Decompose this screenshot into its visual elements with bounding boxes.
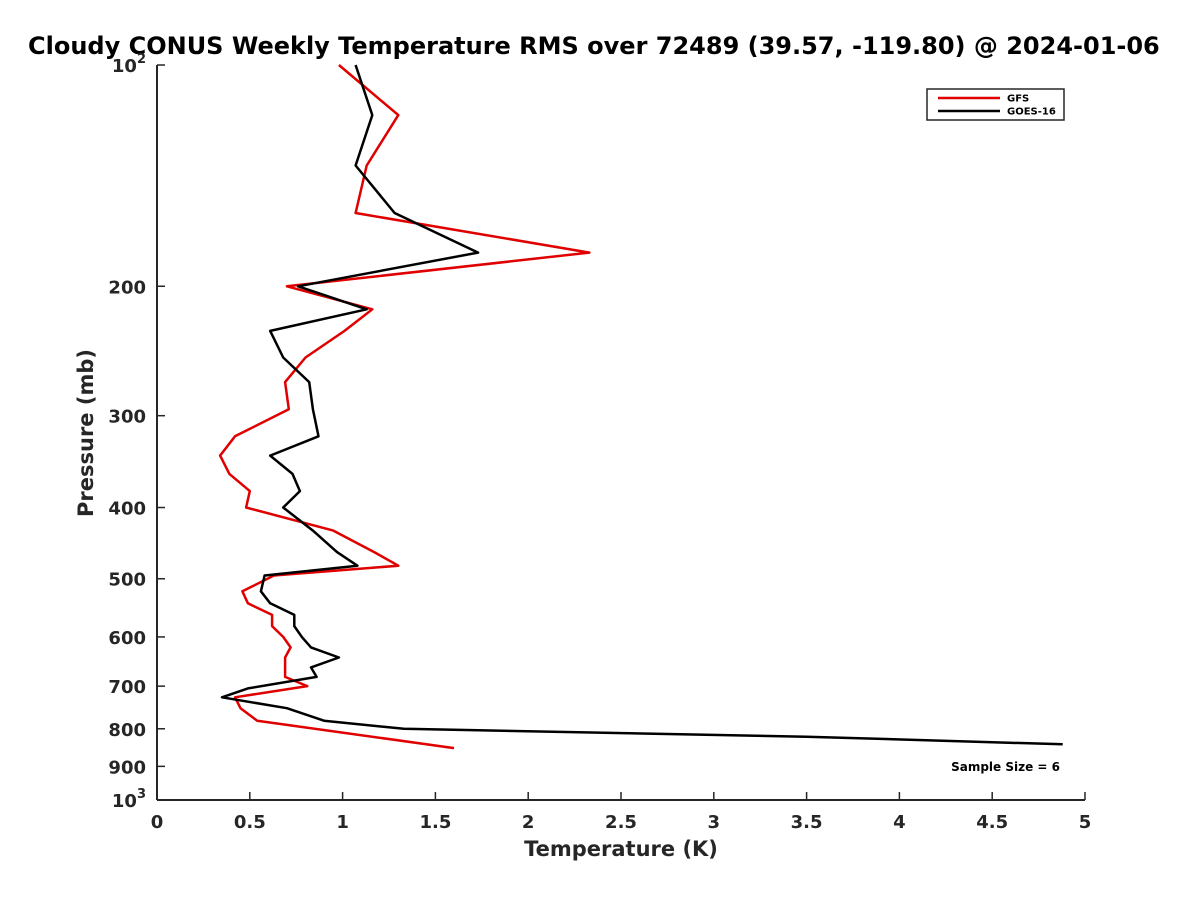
y-tick-label: 200 <box>108 277 146 298</box>
x-tick-label: 3 <box>708 812 721 833</box>
series-layer <box>218 64 1063 750</box>
legend-box <box>926 88 1065 121</box>
y-axis-label: Pressure (mb) <box>74 349 98 517</box>
x-tick-label: 2.5 <box>605 812 637 833</box>
x-tick-label: 5 <box>1079 812 1092 833</box>
y-tick-label: 600 <box>108 628 146 649</box>
legend-label-goes16: GOES-16 <box>1007 107 1056 118</box>
y-tick-label: 103 <box>112 787 146 812</box>
legend-label-gfs: GFS <box>1007 94 1029 105</box>
x-tick-label: 2 <box>522 812 535 833</box>
series-line-goes16 <box>220 64 1063 746</box>
x-tick-label: 4.5 <box>976 812 1008 833</box>
y-tick-label: 500 <box>108 570 146 591</box>
sample-size-annotation: Sample Size = 6 <box>951 760 1060 774</box>
y-tick-label: 400 <box>108 499 146 520</box>
x-tick-label: 3.5 <box>791 812 823 833</box>
x-axis-ticks: 0 0.5 1 1.5 2 2.5 3 3.5 4 4.5 5 <box>151 792 1092 833</box>
y-tick-label: 900 <box>108 757 146 778</box>
y-tick-label: 800 <box>108 720 146 741</box>
x-tick-label: 1.5 <box>419 812 451 833</box>
x-axis-label: Temperature (K) <box>524 837 718 861</box>
y-tick-label: 700 <box>108 677 146 698</box>
legend: GFS GOES-16 <box>926 88 1065 121</box>
chart-title: Cloudy CONUS Weekly Temperature RMS over… <box>28 32 1160 60</box>
x-tick-label: 4 <box>893 812 906 833</box>
x-tick-label: 0.5 <box>234 812 266 833</box>
x-tick-label: 1 <box>336 812 349 833</box>
x-tick-label: 0 <box>151 812 164 833</box>
y-tick-label: 300 <box>108 407 146 428</box>
